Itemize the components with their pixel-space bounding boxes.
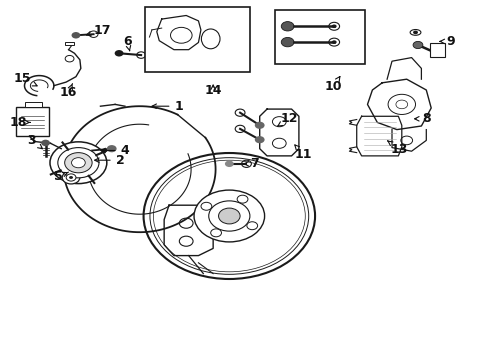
Text: 18: 18 (10, 116, 30, 129)
Circle shape (413, 31, 418, 34)
Circle shape (58, 148, 99, 178)
Circle shape (115, 50, 123, 57)
Circle shape (41, 140, 50, 146)
Circle shape (50, 142, 107, 184)
Text: 8: 8 (415, 112, 431, 125)
Circle shape (255, 136, 265, 143)
Text: 17: 17 (86, 24, 111, 37)
Text: 6: 6 (123, 35, 132, 51)
Text: 4: 4 (101, 144, 129, 157)
Circle shape (201, 202, 212, 210)
Text: 1: 1 (152, 100, 183, 113)
Circle shape (107, 145, 117, 152)
Bar (65, 42, 74, 45)
Circle shape (219, 208, 240, 224)
Text: 5: 5 (54, 170, 69, 183)
Circle shape (237, 195, 248, 203)
Text: 15: 15 (13, 72, 37, 86)
Circle shape (209, 201, 250, 231)
Circle shape (72, 158, 85, 168)
Circle shape (332, 24, 337, 28)
Text: 9: 9 (440, 35, 455, 48)
Bar (16, 107, 49, 136)
Circle shape (66, 174, 76, 181)
Text: 11: 11 (295, 145, 313, 161)
Circle shape (65, 55, 74, 62)
Text: 2: 2 (95, 154, 124, 167)
Circle shape (388, 94, 416, 114)
Circle shape (65, 153, 92, 173)
Circle shape (272, 117, 286, 127)
Circle shape (413, 41, 423, 49)
Polygon shape (260, 109, 299, 156)
Circle shape (281, 37, 294, 47)
Circle shape (281, 22, 294, 31)
Text: 10: 10 (324, 77, 342, 93)
Circle shape (332, 40, 337, 44)
Bar (430, 43, 445, 57)
Circle shape (194, 190, 265, 242)
Polygon shape (368, 79, 431, 130)
Text: 12: 12 (277, 112, 298, 126)
Text: 14: 14 (204, 84, 222, 96)
Bar (275, 10, 365, 64)
Circle shape (225, 161, 234, 167)
Circle shape (62, 171, 80, 184)
Text: 13: 13 (388, 141, 408, 156)
Text: 16: 16 (60, 84, 77, 99)
Circle shape (272, 138, 286, 148)
Polygon shape (357, 116, 402, 156)
Circle shape (247, 222, 258, 230)
Circle shape (255, 122, 265, 129)
Circle shape (211, 229, 221, 237)
Ellipse shape (410, 30, 421, 35)
Text: 7: 7 (244, 157, 259, 170)
Text: 3: 3 (27, 134, 43, 149)
Bar (145, 7, 250, 72)
Circle shape (69, 176, 73, 179)
Circle shape (72, 32, 80, 39)
Bar (24, 102, 42, 107)
